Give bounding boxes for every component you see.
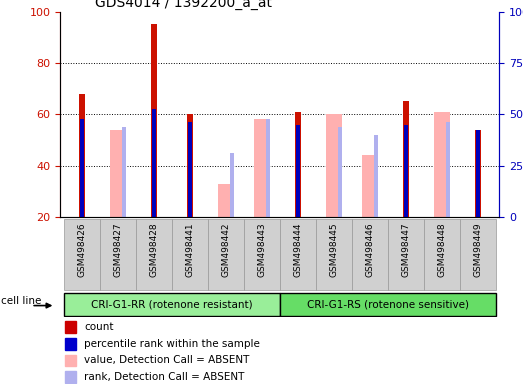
Bar [100,219,136,290]
Bar [403,101,409,217]
Text: GDS4014 / 1392200_a_at: GDS4014 / 1392200_a_at [95,0,272,10]
Bar [280,219,316,290]
Bar [280,293,496,316]
Text: rank, Detection Call = ABSENT: rank, Detection Call = ABSENT [84,372,245,382]
Bar [254,119,270,217]
Bar [404,124,408,217]
Bar [152,109,156,217]
Bar [79,119,84,217]
Bar [474,130,481,217]
Text: GSM498442: GSM498442 [221,222,230,277]
Bar [122,127,127,217]
Text: GSM498445: GSM498445 [329,222,338,277]
Bar [295,124,300,217]
Text: CRI-G1-RS (rotenone sensitive): CRI-G1-RS (rotenone sensitive) [307,299,469,310]
Bar [424,219,460,290]
Bar [362,156,378,217]
Text: count: count [84,322,114,332]
Bar [64,338,75,350]
Text: value, Detection Call = ABSENT: value, Detection Call = ABSENT [84,356,249,366]
Bar [446,122,450,217]
Text: GSM498441: GSM498441 [185,222,194,277]
Text: GSM498443: GSM498443 [257,222,266,277]
Text: cell line: cell line [1,296,41,306]
Bar [110,130,126,217]
Bar [434,112,450,217]
Bar [64,371,75,383]
Text: GSM498446: GSM498446 [366,222,374,277]
Bar [136,219,172,290]
Bar [78,94,85,217]
Bar [218,184,234,217]
Text: GSM498426: GSM498426 [77,222,86,277]
Bar [64,219,100,290]
Bar [187,114,193,217]
Text: CRI-G1-RR (rotenone resistant): CRI-G1-RR (rotenone resistant) [91,299,253,310]
Bar [151,24,157,217]
Bar [388,219,424,290]
Bar [326,114,342,217]
Text: GSM498428: GSM498428 [149,222,158,277]
Text: GSM498447: GSM498447 [401,222,411,277]
Bar [294,112,301,217]
Text: percentile rank within the sample: percentile rank within the sample [84,339,260,349]
Bar [230,153,234,217]
Bar [374,135,379,217]
Bar [460,219,496,290]
Bar [316,219,352,290]
Bar [64,293,280,316]
Bar [338,127,343,217]
Text: GSM498449: GSM498449 [473,222,482,277]
Text: GSM498448: GSM498448 [437,222,446,277]
Bar [244,219,280,290]
Bar [208,219,244,290]
Text: GSM498444: GSM498444 [293,222,302,277]
Bar [64,321,75,333]
Bar [352,219,388,290]
Text: GSM498427: GSM498427 [113,222,122,277]
Bar [188,122,192,217]
Bar [476,130,480,217]
Bar [64,355,75,366]
Bar [266,119,270,217]
Bar [172,219,208,290]
